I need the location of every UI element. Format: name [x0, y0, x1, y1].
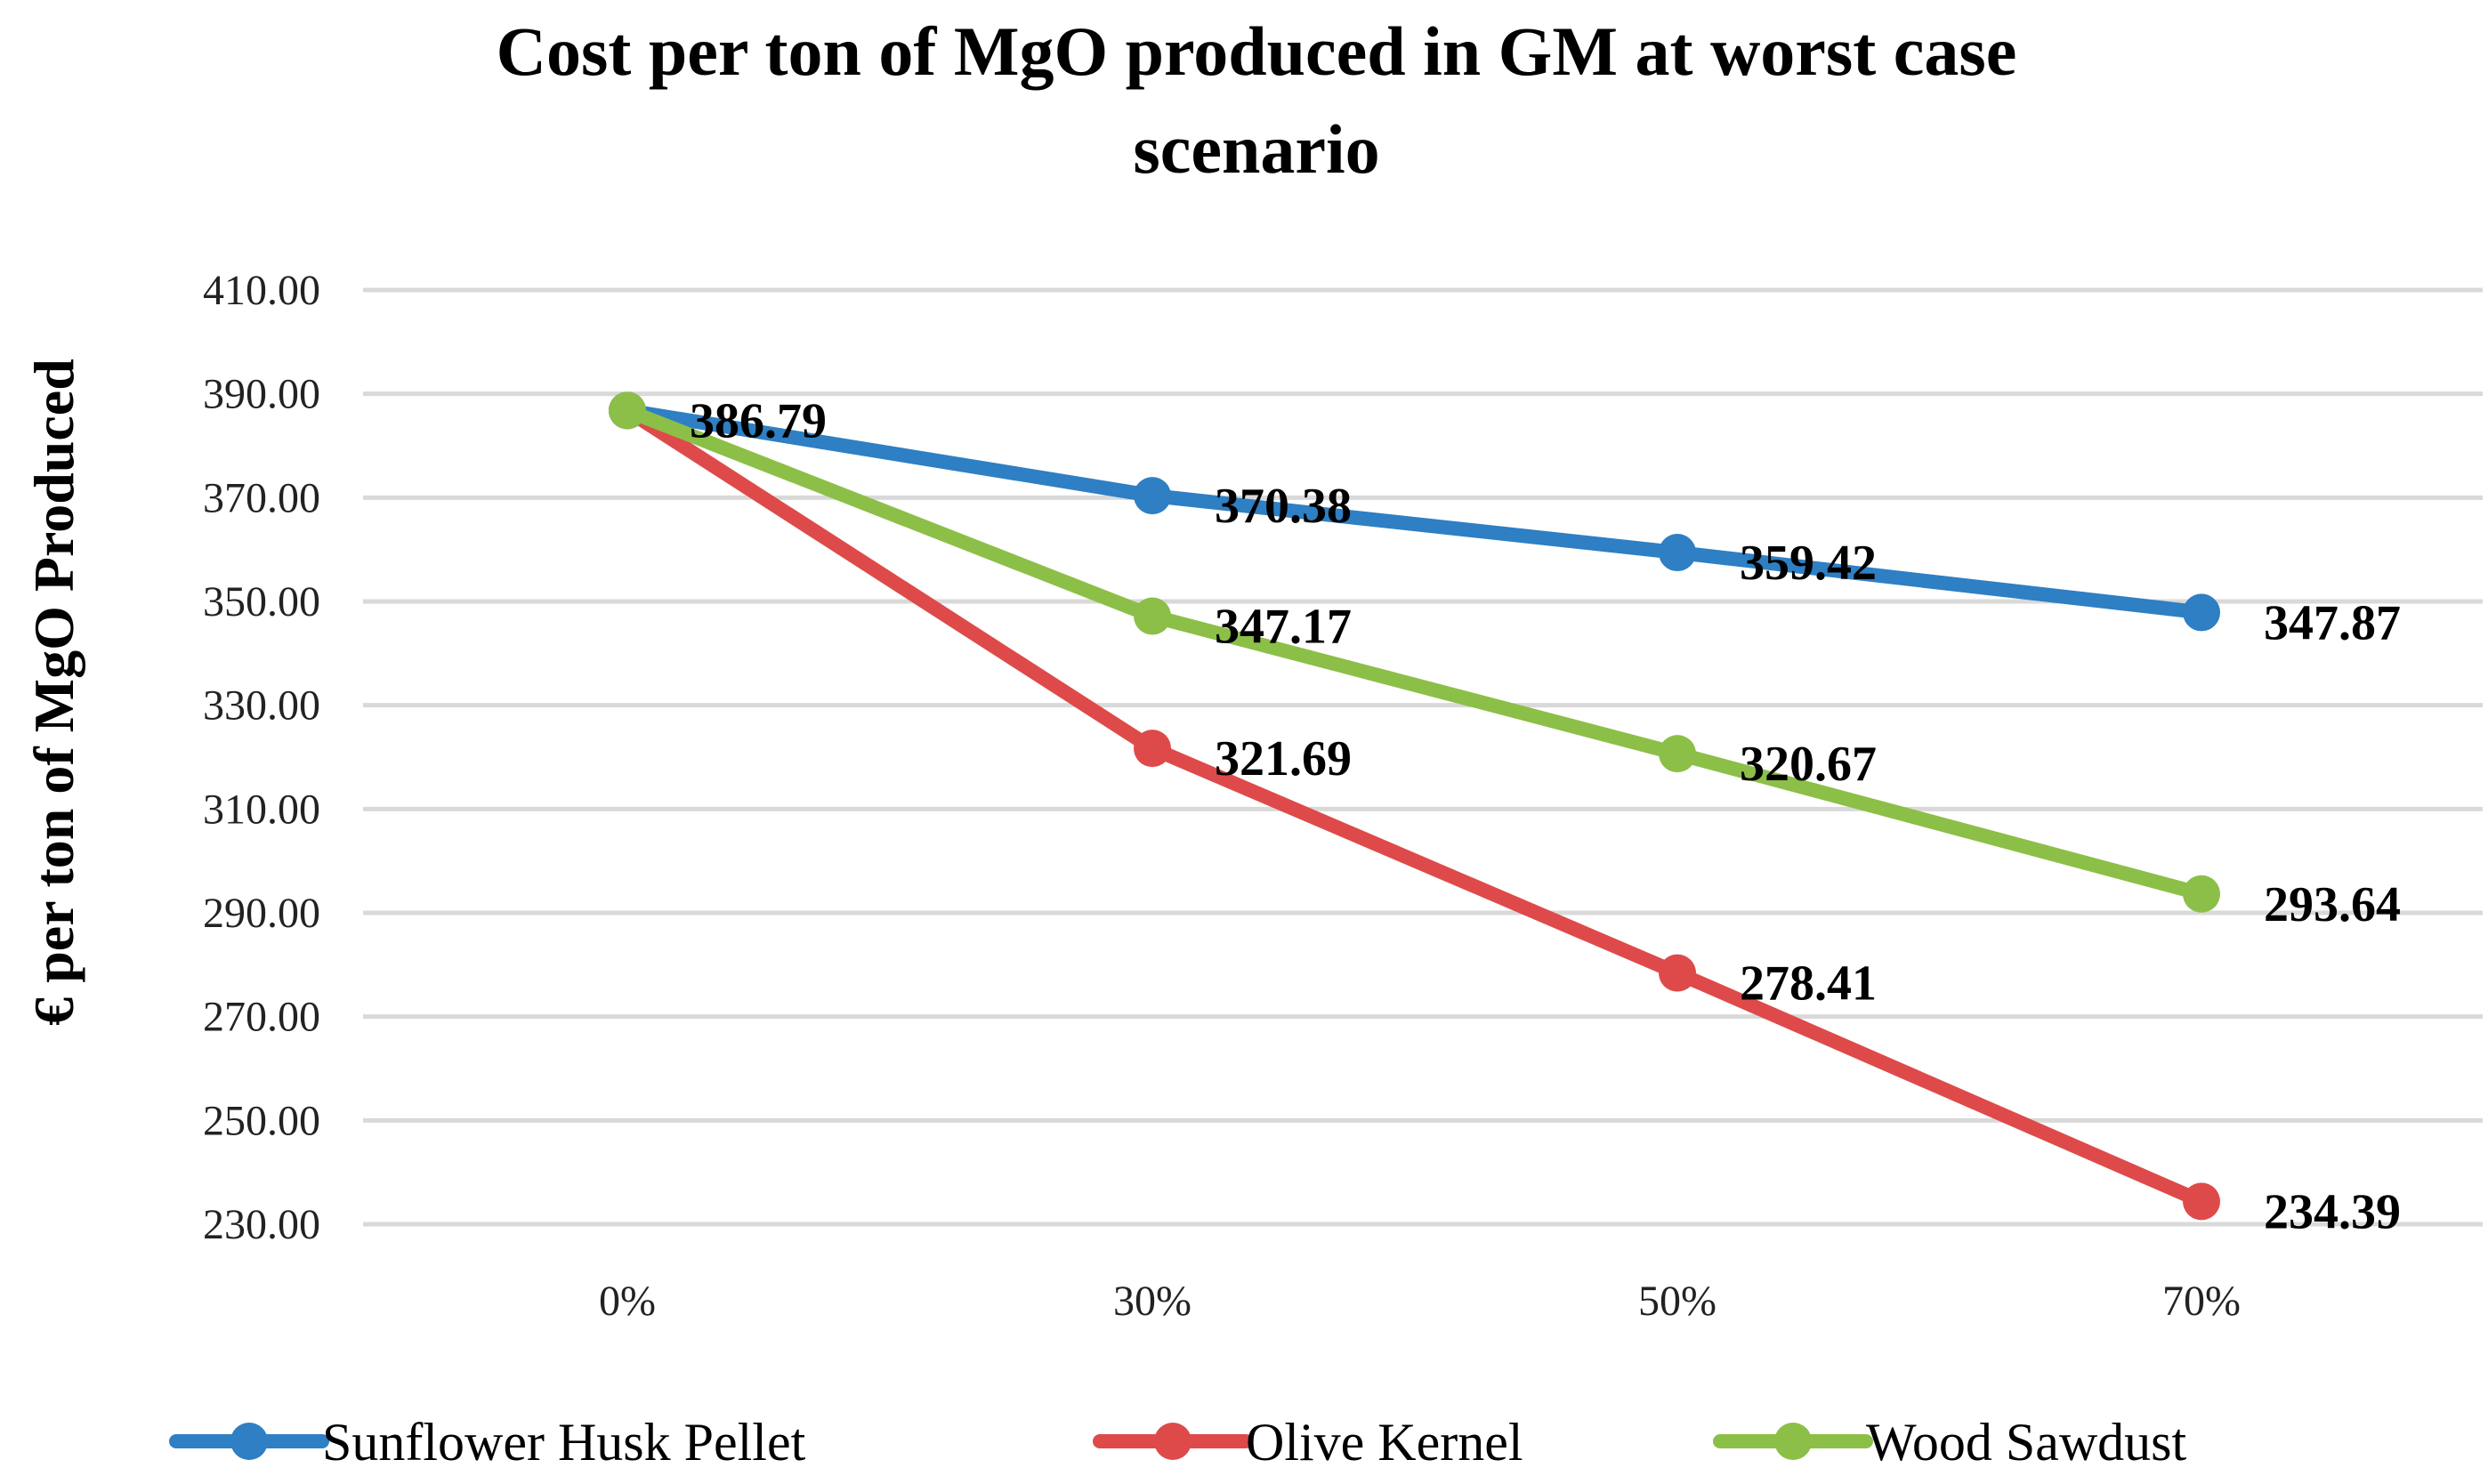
data-point: [1134, 730, 1171, 768]
data-point: [1659, 534, 1696, 572]
y-tick-label: 250.00: [203, 1097, 320, 1144]
legend-swatch-marker: [230, 1423, 268, 1460]
x-axis-ticks: 0% 30% 50% 70%: [599, 1278, 2241, 1325]
legend-entry-label: Olive Kernel: [1246, 1413, 1523, 1472]
x-tick-label: 30%: [1113, 1278, 1191, 1325]
y-tick-label: 350.00: [203, 578, 320, 625]
y-tick-label: 310.00: [203, 786, 320, 833]
chart-title-line-2: scenario: [1133, 110, 1379, 188]
data-label: 293.64: [2264, 877, 2401, 932]
x-tick-label: 50%: [1638, 1278, 1717, 1325]
y-tick-label: 330.00: [203, 682, 320, 730]
chart-title-line-1: Cost per ton of MgO produced in GM at wo…: [497, 12, 2017, 90]
data-label: 278.41: [1740, 956, 1877, 1012]
y-tick-label: 370.00: [203, 474, 320, 521]
legend: Sunflower Husk Pellet Olive Kernel Wood Sa…: [169, 1413, 2187, 1472]
data-label: 347.17: [1215, 600, 1352, 655]
y-tick-label: 270.00: [203, 994, 320, 1041]
data-label: 320.67: [1740, 737, 1877, 792]
data-point: [1134, 477, 1171, 515]
x-tick-label: 0%: [599, 1278, 656, 1325]
legend-swatch-marker: [1154, 1423, 1191, 1460]
data-label: 370.38: [1215, 479, 1352, 534]
data-point: [2183, 1182, 2220, 1221]
y-axis-ticks: 230.00 250.00 270.00 290.00 310.00 330.00 350.…: [203, 267, 320, 1248]
series-line: [620, 403, 2209, 620]
y-axis-label: € per ton of MgO Produced: [22, 359, 85, 1026]
legend-entry-label: Sunflower Husk Pellet: [322, 1413, 806, 1472]
data-point: [1134, 597, 1171, 635]
y-tick-label: 230.00: [203, 1201, 320, 1248]
data-label: 234.39: [2264, 1184, 2401, 1239]
data-point: [2183, 875, 2220, 913]
data-point: [609, 391, 646, 430]
data-label: 359.42: [1740, 536, 1877, 591]
data-label: 386.79: [690, 393, 827, 448]
legend-swatch-marker: [1774, 1423, 1812, 1460]
data-point: [2183, 593, 2220, 632]
series-lines: [609, 391, 2220, 1221]
data-point: [1659, 954, 1696, 992]
legend-entry-label: Wood Sawdust: [1866, 1413, 2187, 1472]
y-tick-label: 390.00: [203, 371, 320, 418]
data-labels: 386.79 370.38 359.42 347.87 321.69 278.41 234.…: [690, 393, 2401, 1239]
x-tick-label: 70%: [2162, 1278, 2241, 1325]
series-line: [620, 403, 2209, 901]
y-tick-label: 290.00: [203, 890, 320, 937]
data-point: [1659, 735, 1696, 773]
data-label: 347.87: [2264, 595, 2401, 650]
gridlines: [363, 287, 2483, 1227]
y-tick-label: 410.00: [203, 267, 320, 314]
series-line: [620, 403, 2209, 1209]
data-label: 321.69: [1215, 731, 1352, 786]
